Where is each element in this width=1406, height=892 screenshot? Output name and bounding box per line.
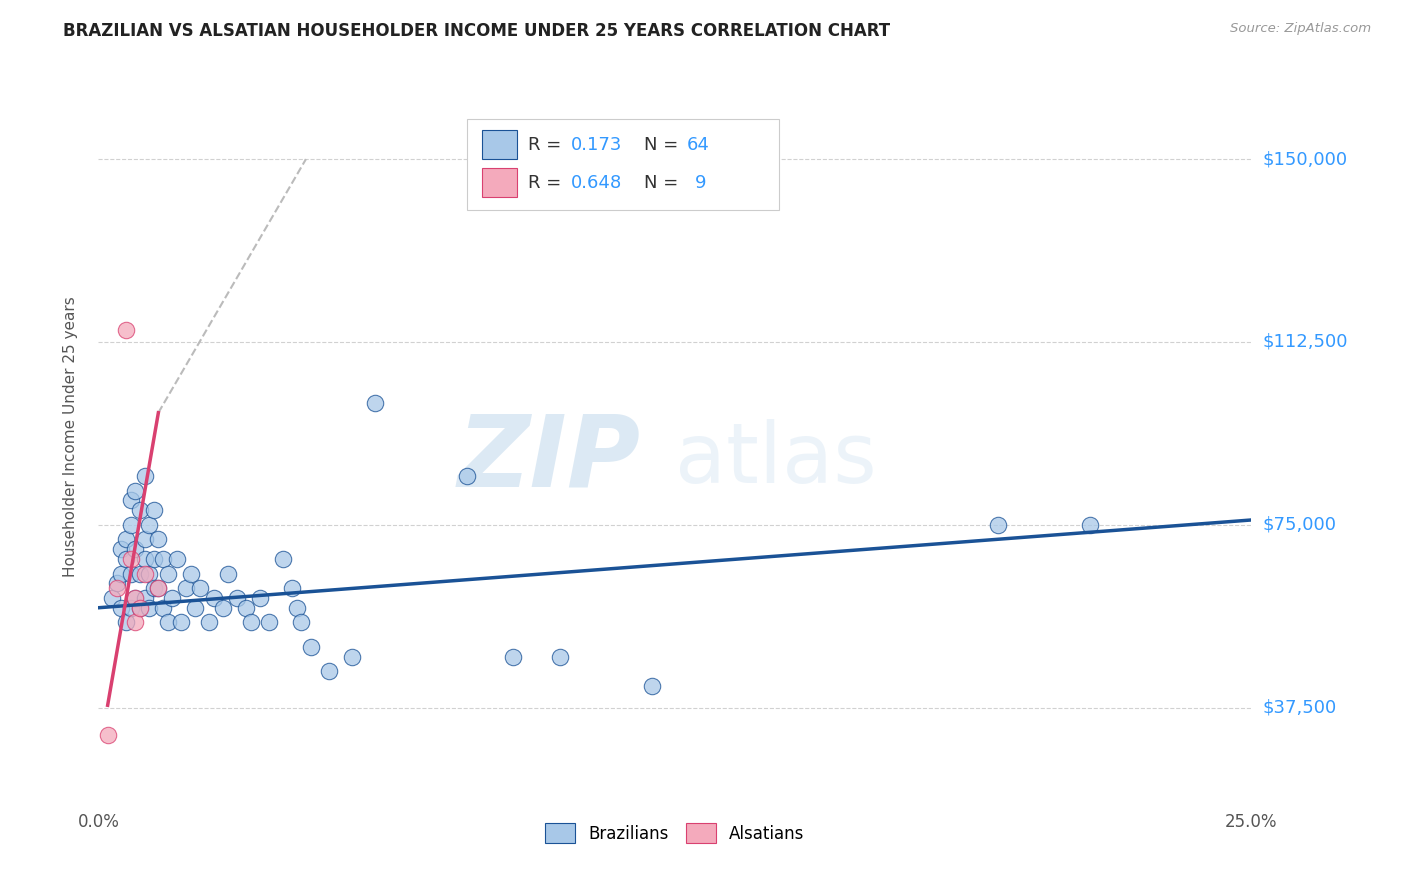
FancyBboxPatch shape xyxy=(467,119,779,211)
Point xyxy=(110,566,132,581)
Point xyxy=(115,323,138,337)
Point xyxy=(180,566,202,581)
Point xyxy=(115,533,138,547)
Point xyxy=(124,483,146,498)
Text: N =: N = xyxy=(644,136,683,153)
Point xyxy=(290,615,312,630)
Point xyxy=(212,600,235,615)
Point xyxy=(340,649,363,664)
Point xyxy=(110,542,132,557)
Point xyxy=(156,615,179,630)
Point xyxy=(502,649,524,664)
Point xyxy=(105,581,128,595)
Point xyxy=(101,591,124,605)
Text: Source: ZipAtlas.com: Source: ZipAtlas.com xyxy=(1230,22,1371,36)
Point xyxy=(134,566,156,581)
Text: BRAZILIAN VS ALSATIAN HOUSEHOLDER INCOME UNDER 25 YEARS CORRELATION CHART: BRAZILIAN VS ALSATIAN HOUSEHOLDER INCOME… xyxy=(63,22,890,40)
Point xyxy=(124,591,146,605)
Text: atlas: atlas xyxy=(675,418,876,500)
Point xyxy=(184,600,207,615)
Point xyxy=(170,615,193,630)
Point xyxy=(138,600,160,615)
Point xyxy=(188,581,211,595)
Text: 64: 64 xyxy=(686,136,709,153)
Point xyxy=(364,396,387,410)
Point xyxy=(239,615,262,630)
Point xyxy=(271,552,294,566)
Legend: Brazilians, Alsatians: Brazilians, Alsatians xyxy=(538,817,811,849)
Point xyxy=(115,552,138,566)
Point xyxy=(152,600,174,615)
Text: $150,000: $150,000 xyxy=(1263,150,1347,168)
Point xyxy=(249,591,271,605)
Point xyxy=(134,469,156,483)
Point xyxy=(120,552,142,566)
Point xyxy=(142,503,165,517)
Text: N =: N = xyxy=(644,174,683,192)
Point xyxy=(318,664,340,678)
Point xyxy=(105,576,128,591)
Text: ZIP: ZIP xyxy=(457,410,640,508)
Text: $37,500: $37,500 xyxy=(1263,698,1337,716)
Point xyxy=(225,591,247,605)
Point xyxy=(156,566,179,581)
Point xyxy=(110,600,132,615)
Point xyxy=(174,581,197,595)
Text: 0.648: 0.648 xyxy=(571,174,623,192)
Point xyxy=(202,591,225,605)
Text: R =: R = xyxy=(529,136,568,153)
Point xyxy=(142,581,165,595)
Point xyxy=(120,566,142,581)
Text: $75,000: $75,000 xyxy=(1263,516,1337,533)
Point xyxy=(124,591,146,605)
Point xyxy=(97,727,120,741)
Point xyxy=(299,640,322,654)
Point xyxy=(142,552,165,566)
Point xyxy=(641,679,664,693)
FancyBboxPatch shape xyxy=(482,130,517,159)
FancyBboxPatch shape xyxy=(482,168,517,197)
Text: 0.173: 0.173 xyxy=(571,136,623,153)
Point xyxy=(160,591,183,605)
Point xyxy=(148,533,170,547)
Point xyxy=(281,581,304,595)
Point xyxy=(456,469,478,483)
Point xyxy=(166,552,188,566)
Point xyxy=(129,600,152,615)
Point xyxy=(148,581,170,595)
Point xyxy=(138,517,160,532)
Point xyxy=(198,615,221,630)
Text: 9: 9 xyxy=(695,174,706,192)
Point xyxy=(120,493,142,508)
Point xyxy=(285,600,308,615)
Point xyxy=(115,615,138,630)
Point xyxy=(120,600,142,615)
Point xyxy=(124,542,146,557)
Point xyxy=(134,591,156,605)
Point xyxy=(152,552,174,566)
Point xyxy=(120,517,142,532)
Y-axis label: Householder Income Under 25 years: Householder Income Under 25 years xyxy=(63,297,77,577)
Point xyxy=(134,552,156,566)
Text: R =: R = xyxy=(529,174,568,192)
Point xyxy=(138,566,160,581)
Point xyxy=(129,600,152,615)
Text: $112,500: $112,500 xyxy=(1263,333,1348,351)
Point xyxy=(1078,517,1101,532)
Point xyxy=(129,503,152,517)
Point xyxy=(129,566,152,581)
Point xyxy=(257,615,280,630)
Point xyxy=(148,581,170,595)
Point xyxy=(217,566,239,581)
Point xyxy=(548,649,571,664)
Point xyxy=(134,533,156,547)
Point xyxy=(124,615,146,630)
Point xyxy=(987,517,1010,532)
Point xyxy=(235,600,257,615)
